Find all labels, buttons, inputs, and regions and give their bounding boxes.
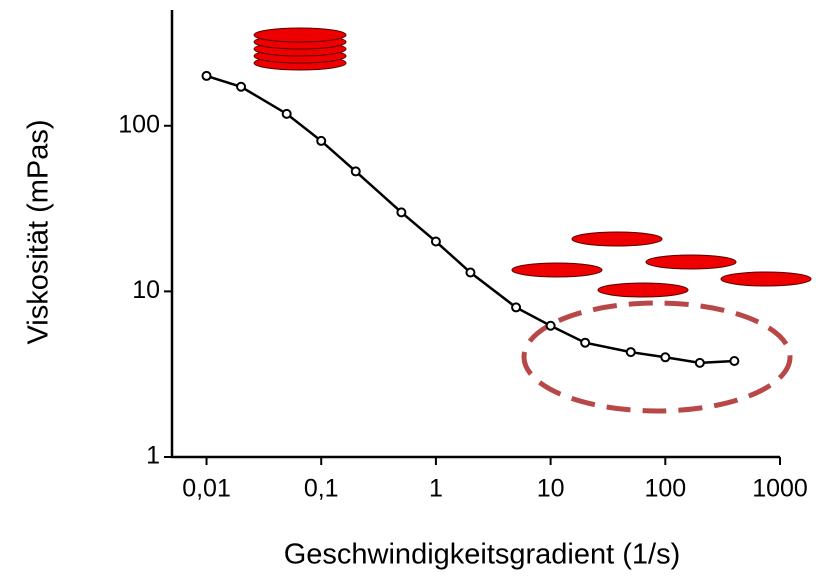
data-point (545, 320, 556, 331)
data-point (660, 352, 671, 363)
data-point (580, 337, 591, 348)
data-point (316, 135, 327, 146)
data-point (201, 70, 212, 81)
data-point (625, 347, 636, 358)
y-tick-label: 1 (146, 442, 160, 470)
data-point (236, 81, 247, 92)
data-line (206, 74, 735, 365)
data-point (430, 236, 441, 247)
y-tick-label: 100 (118, 110, 160, 138)
x-axis-title: Geschwindigkeitsgradient (1/s) (284, 539, 681, 571)
x-tick-label: 100 (644, 475, 686, 503)
illustration (253, 27, 812, 298)
data-point (350, 166, 361, 177)
data-point (465, 267, 476, 278)
data-point (281, 108, 292, 119)
x-tick-label: 0,1 (304, 475, 339, 503)
x-tick-label: 1000 (752, 475, 808, 503)
x-tick-label: 1 (429, 475, 443, 503)
data-point (396, 207, 407, 218)
x-tick-label: 10 (537, 475, 565, 503)
x-tick-label: 0,01 (182, 475, 231, 503)
highlight-ellipse (521, 300, 793, 414)
y-tick-label: 10 (132, 276, 160, 304)
data-point (511, 302, 522, 313)
data-point (729, 355, 740, 366)
y-axis-title: Viskosität (mPas) (23, 119, 55, 344)
data-point (694, 357, 705, 368)
